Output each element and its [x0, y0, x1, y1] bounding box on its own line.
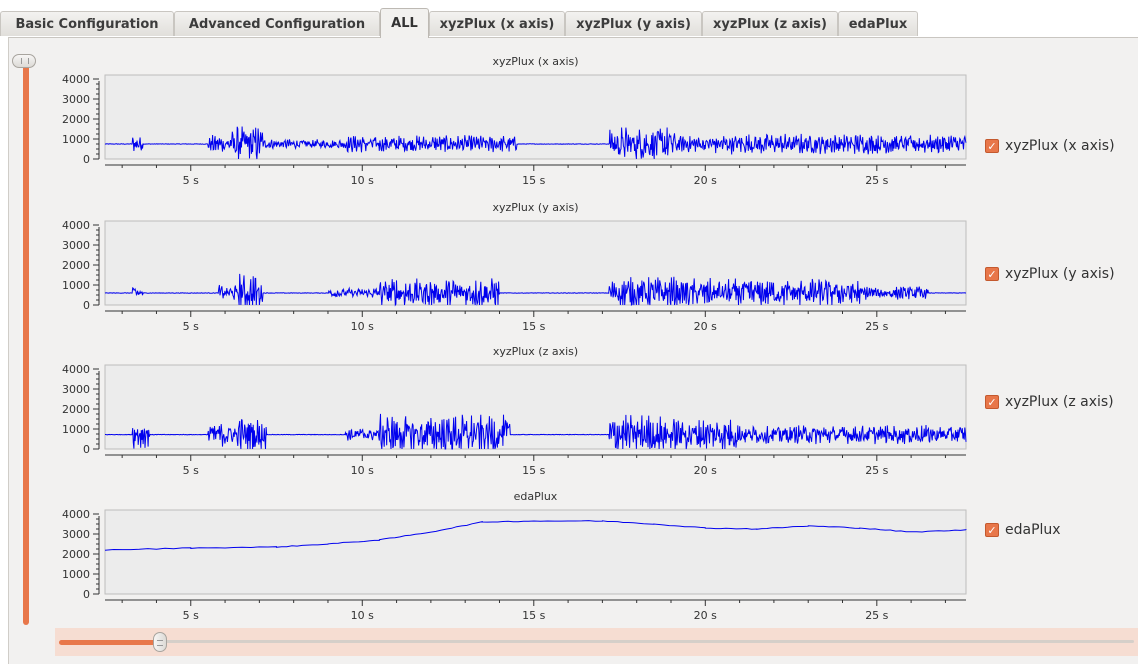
y-tick-label: 2000 [62, 259, 90, 272]
y-tick-label: 1000 [62, 568, 90, 581]
tab-basic-configuration[interactable]: Basic Configuration [0, 11, 174, 36]
x-tick-label: 20 s [694, 609, 717, 622]
x-tick-label: 20 s [694, 320, 717, 333]
horizontal-slider-track[interactable] [159, 640, 1134, 643]
y-tick-label: 2000 [62, 548, 90, 561]
x-tick-label: 15 s [522, 464, 545, 477]
y-tick-label: 3000 [62, 528, 90, 541]
legend-label: xyzPlux (y axis) [1005, 266, 1115, 282]
legend-label: xyzPlux (z axis) [1005, 394, 1114, 410]
y-tick-label: 0 [83, 153, 90, 166]
y-tick-label: 1000 [62, 279, 90, 292]
x-tick-label: 10 s [351, 609, 374, 622]
checkbox-xyzplux-x-axis[interactable]: ✓ [985, 139, 999, 153]
x-tick-label: 10 s [351, 464, 374, 477]
checkbox-edaplux[interactable]: ✓ [985, 523, 999, 537]
y-tick-label: 4000 [62, 363, 90, 376]
legend-label: edaPlux [1005, 522, 1061, 538]
legend-edaplux[interactable]: ✓ edaPlux [985, 520, 1061, 540]
vertical-zoom-slider-handle[interactable] [12, 54, 36, 68]
y-tick-label: 3000 [62, 383, 90, 396]
y-tick-label: 4000 [62, 219, 90, 232]
y-tick-label: 2000 [62, 113, 90, 126]
y-tick-label: 0 [83, 299, 90, 312]
legend-xyzplux-x-axis[interactable]: ✓ xyzPlux (x axis) [985, 136, 1115, 156]
x-tick-label: 10 s [351, 320, 374, 333]
tab-xyzplux-z-axis[interactable]: xyzPlux (z axis) [702, 11, 838, 36]
x-tick-label: 5 s [183, 464, 199, 477]
plot-area [104, 509, 967, 595]
tab-xyzplux-y-axis[interactable]: xyzPlux (y axis) [565, 11, 702, 36]
series-line [104, 520, 967, 551]
plot-title: edaPlux [514, 490, 558, 503]
plot-title: xyzPlux (x axis) [492, 55, 578, 68]
vertical-zoom-slider-track[interactable] [23, 60, 29, 625]
x-tick-label: 15 s [522, 320, 545, 333]
legend-xyzplux-y-axis[interactable]: ✓ xyzPlux (y axis) [985, 264, 1115, 284]
tab-all[interactable]: ALL [380, 8, 429, 38]
plot-area [104, 74, 967, 160]
tab-bar: Basic Configuration Advanced Configurati… [0, 0, 1138, 38]
y-tick-label: 3000 [62, 239, 90, 252]
y-tick-label: 2000 [62, 403, 90, 416]
y-tick-label: 4000 [62, 73, 90, 86]
legend-xyzplux-z-axis[interactable]: ✓ xyzPlux (z axis) [985, 392, 1114, 412]
horizontal-slider-handle[interactable] [153, 632, 167, 652]
tab-xyzplux-x-axis[interactable]: xyzPlux (x axis) [429, 11, 565, 36]
x-tick-label: 5 s [183, 609, 199, 622]
x-tick-label: 5 s [183, 320, 199, 333]
x-tick-label: 20 s [694, 464, 717, 477]
series-line [104, 273, 966, 307]
y-tick-label: 3000 [62, 93, 90, 106]
x-tick-label: 25 s [865, 464, 888, 477]
x-tick-label: 25 s [865, 609, 888, 622]
y-tick-label: 1000 [62, 423, 90, 436]
series-line [105, 413, 967, 450]
y-tick-label: 1000 [62, 133, 90, 146]
horizontal-slider-fill [59, 640, 159, 645]
series-line [104, 126, 967, 160]
x-tick-label: 25 s [865, 320, 888, 333]
x-tick-label: 15 s [522, 174, 545, 187]
checkbox-xyzplux-z-axis[interactable]: ✓ [985, 395, 999, 409]
y-tick-label: 0 [83, 588, 90, 601]
x-tick-label: 25 s [865, 174, 888, 187]
legend-label: xyzPlux (x axis) [1005, 138, 1115, 154]
x-tick-label: 20 s [694, 174, 717, 187]
x-tick-label: 10 s [351, 174, 374, 187]
y-tick-label: 4000 [62, 508, 90, 521]
x-tick-label: 5 s [183, 174, 199, 187]
y-tick-label: 0 [83, 443, 90, 456]
x-tick-label: 15 s [522, 609, 545, 622]
tab-edaplux[interactable]: edaPlux [838, 11, 918, 36]
plot-title: xyzPlux (z axis) [493, 345, 578, 358]
plot-title: xyzPlux (y axis) [492, 201, 578, 214]
checkbox-xyzplux-y-axis[interactable]: ✓ [985, 267, 999, 281]
tab-advanced-configuration[interactable]: Advanced Configuration [174, 11, 380, 36]
